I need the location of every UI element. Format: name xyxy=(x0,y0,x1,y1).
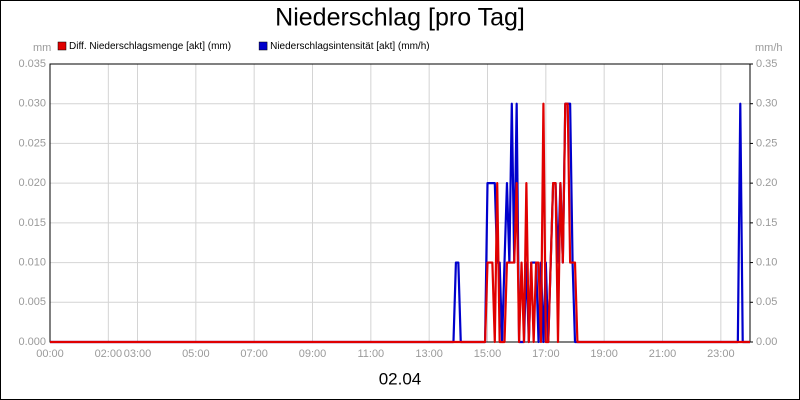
x-axis-label: 02.04 xyxy=(379,369,422,388)
y-tick-label: 0.015 xyxy=(18,217,46,229)
x-tick-label: 21:00 xyxy=(649,348,677,360)
x-tick-label: 02:00 xyxy=(95,348,123,360)
y2-tick-label: 0.20 xyxy=(756,177,777,189)
legend-label: Niederschlagsintensität [akt] (mm/h) xyxy=(270,41,430,52)
x-tick-label: 23:00 xyxy=(707,348,735,360)
y-unit: mm xyxy=(33,42,51,54)
y2-unit: mm/h xyxy=(755,42,783,54)
y-tick-label: 0.005 xyxy=(18,296,46,308)
x-tick-label: 03:00 xyxy=(124,348,152,360)
y2-tick-label: 0.00 xyxy=(756,336,777,348)
chart-title: Niederschlag [pro Tag] xyxy=(275,4,525,32)
x-tick-label: 07:00 xyxy=(240,348,268,360)
x-tick-label: 15:00 xyxy=(474,348,502,360)
legend-swatch xyxy=(258,41,268,51)
x-tick-label: 17:00 xyxy=(532,348,560,360)
y2-tick-label: 0.05 xyxy=(756,296,777,308)
y-tick-label: 0.035 xyxy=(18,58,46,70)
y-tick-label: 0.025 xyxy=(18,137,46,149)
y2-tick-label: 0.15 xyxy=(756,217,777,229)
y2-tick-label: 0.10 xyxy=(756,256,777,268)
x-tick-label: 11:00 xyxy=(357,348,384,360)
y-tick-label: 0.010 xyxy=(18,256,46,268)
x-tick-label: 09:00 xyxy=(299,348,327,360)
x-tick-label: 19:00 xyxy=(590,348,618,360)
y2-tick-label: 0.25 xyxy=(756,137,777,149)
legend-swatch xyxy=(57,41,67,51)
legend-label: Diff. Niederschlagsmenge [akt] (mm) xyxy=(69,41,231,52)
y2-tick-label: 0.30 xyxy=(756,98,777,110)
y-tick-label: 0.030 xyxy=(18,98,46,110)
series-line xyxy=(50,102,750,344)
series-line xyxy=(50,102,750,344)
y2-tick-label: 0.35 xyxy=(756,58,777,70)
y-tick-label: 0.000 xyxy=(18,336,46,348)
y-tick-label: 0.020 xyxy=(18,177,46,189)
x-tick-label: 00:00 xyxy=(36,348,64,360)
x-tick-label: 13:00 xyxy=(415,348,443,360)
x-tick-label: 05:00 xyxy=(182,348,210,360)
